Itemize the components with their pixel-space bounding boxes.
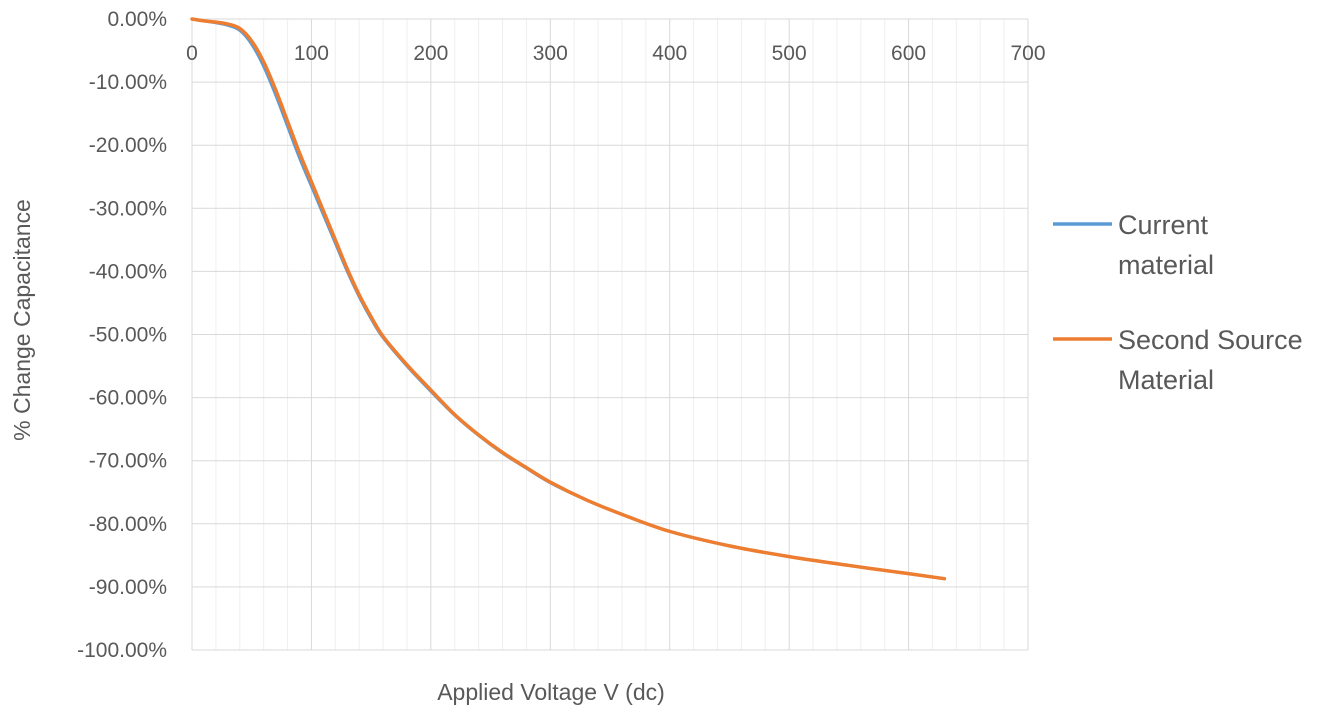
x-tick-label: 200: [413, 42, 448, 65]
y-tick-label: -30.00%: [89, 197, 167, 220]
y-axis-ticks: 0.00% -10.00% -20.00% -30.00% -40.00% -50.00%…: [77, 8, 167, 662]
x-tick-label: 0: [186, 42, 198, 65]
y-axis-title: % Change Capacitance: [9, 199, 35, 441]
y-tick-label: 0.00%: [107, 8, 167, 31]
legend-label-second-source-material: Second Source: [1118, 325, 1303, 355]
y-tick-label: -20.00%: [89, 134, 167, 157]
x-axis-ticks: 0 100 200 300 400 500 600 700: [186, 42, 1045, 65]
y-tick-label: -80.00%: [89, 513, 167, 536]
y-tick-label: -90.00%: [89, 576, 167, 599]
x-tick-label: 700: [1010, 42, 1045, 65]
legend-label-current-material: Current: [1118, 210, 1209, 240]
x-tick-label: 400: [652, 42, 687, 65]
y-tick-label: -50.00%: [89, 324, 167, 347]
legend-label-second-source-material: Material: [1118, 365, 1214, 395]
y-tick-label: -70.00%: [89, 450, 167, 473]
series-line-second-source-material: [190, 17, 947, 581]
y-tick-label: -10.00%: [89, 71, 167, 94]
x-tick-label: 500: [772, 42, 807, 65]
x-tick-label: 300: [533, 42, 568, 65]
legend: Current material Second Source Material: [1053, 210, 1303, 395]
y-tick-label: -40.00%: [89, 260, 167, 283]
x-tick-label: 100: [294, 42, 329, 65]
series-line-current-material: [190, 17, 946, 581]
legend-label-current-material: material: [1118, 250, 1214, 280]
x-axis-title: Applied Voltage V (dc): [437, 679, 665, 705]
x-tick-label: 600: [891, 42, 926, 65]
series-layer: [190, 17, 947, 581]
major-gridlines: [191, 18, 1029, 651]
y-tick-label: -60.00%: [89, 387, 167, 410]
y-tick-label: -100.00%: [77, 639, 167, 662]
